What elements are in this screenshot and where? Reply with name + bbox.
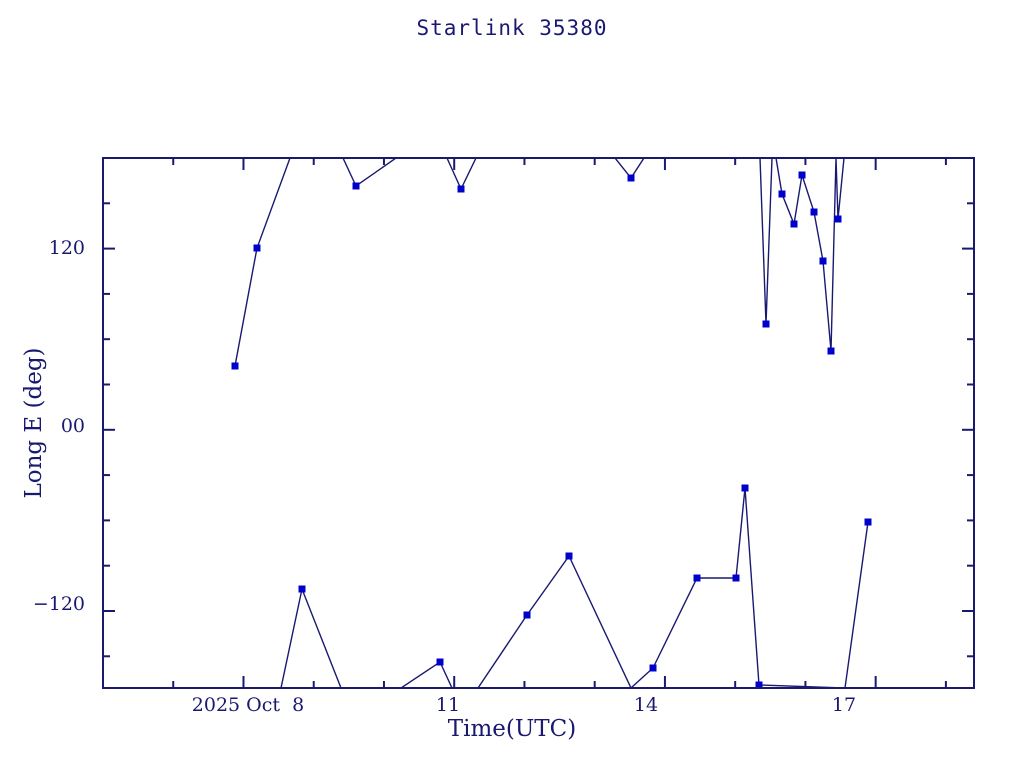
data-point-marker: [298, 585, 306, 593]
x-tick-label-17: 17: [831, 694, 857, 716]
x-axis-title: Time(UTC): [447, 716, 577, 742]
x-tick-label-14: 14: [633, 694, 659, 716]
data-point-marker: [457, 185, 465, 193]
x-tick-label-oct8: 2025 Oct 8: [191, 694, 305, 716]
data-point-marker: [627, 174, 635, 182]
data-markers: [231, 171, 872, 687]
data-point-marker: [352, 182, 360, 190]
data-point-marker: [732, 574, 740, 582]
y-tick-label-0: 00: [60, 415, 85, 437]
data-point-marker: [693, 574, 701, 582]
data-point-marker: [834, 215, 842, 223]
data-point-marker: [790, 220, 798, 228]
y-tick-minus-sign: −: [32, 593, 49, 615]
data-point-marker: [253, 244, 261, 252]
series-line-upper: [234, 159, 845, 367]
chart-title: Starlink 35380: [416, 16, 608, 40]
data-series-line: [234, 159, 869, 687]
data-point-marker: [827, 347, 835, 355]
data-point-marker: [819, 257, 827, 265]
data-point-marker: [741, 484, 749, 492]
y-tick-label-minus120-value: 120: [48, 593, 85, 615]
data-point-marker: [762, 320, 770, 328]
axis-ticks: [102, 157, 974, 688]
plot-frame: [102, 157, 975, 689]
y-tick-label-minus120: −120: [8, 593, 85, 615]
data-point-marker: [778, 190, 786, 198]
series-line-lower: [280, 487, 869, 687]
data-point-marker: [436, 658, 444, 666]
data-point-marker: [649, 664, 657, 672]
data-point-marker: [565, 552, 573, 560]
data-point-marker: [798, 171, 806, 179]
data-point-marker: [810, 208, 818, 216]
y-tick-label-120: 120: [48, 237, 85, 259]
data-point-marker: [231, 362, 239, 370]
axis-frame: [102, 157, 975, 689]
data-point-marker: [523, 611, 531, 619]
data-point-marker: [864, 518, 872, 526]
x-tick-label-11: 11: [435, 694, 461, 716]
data-point-marker: [755, 681, 763, 687]
